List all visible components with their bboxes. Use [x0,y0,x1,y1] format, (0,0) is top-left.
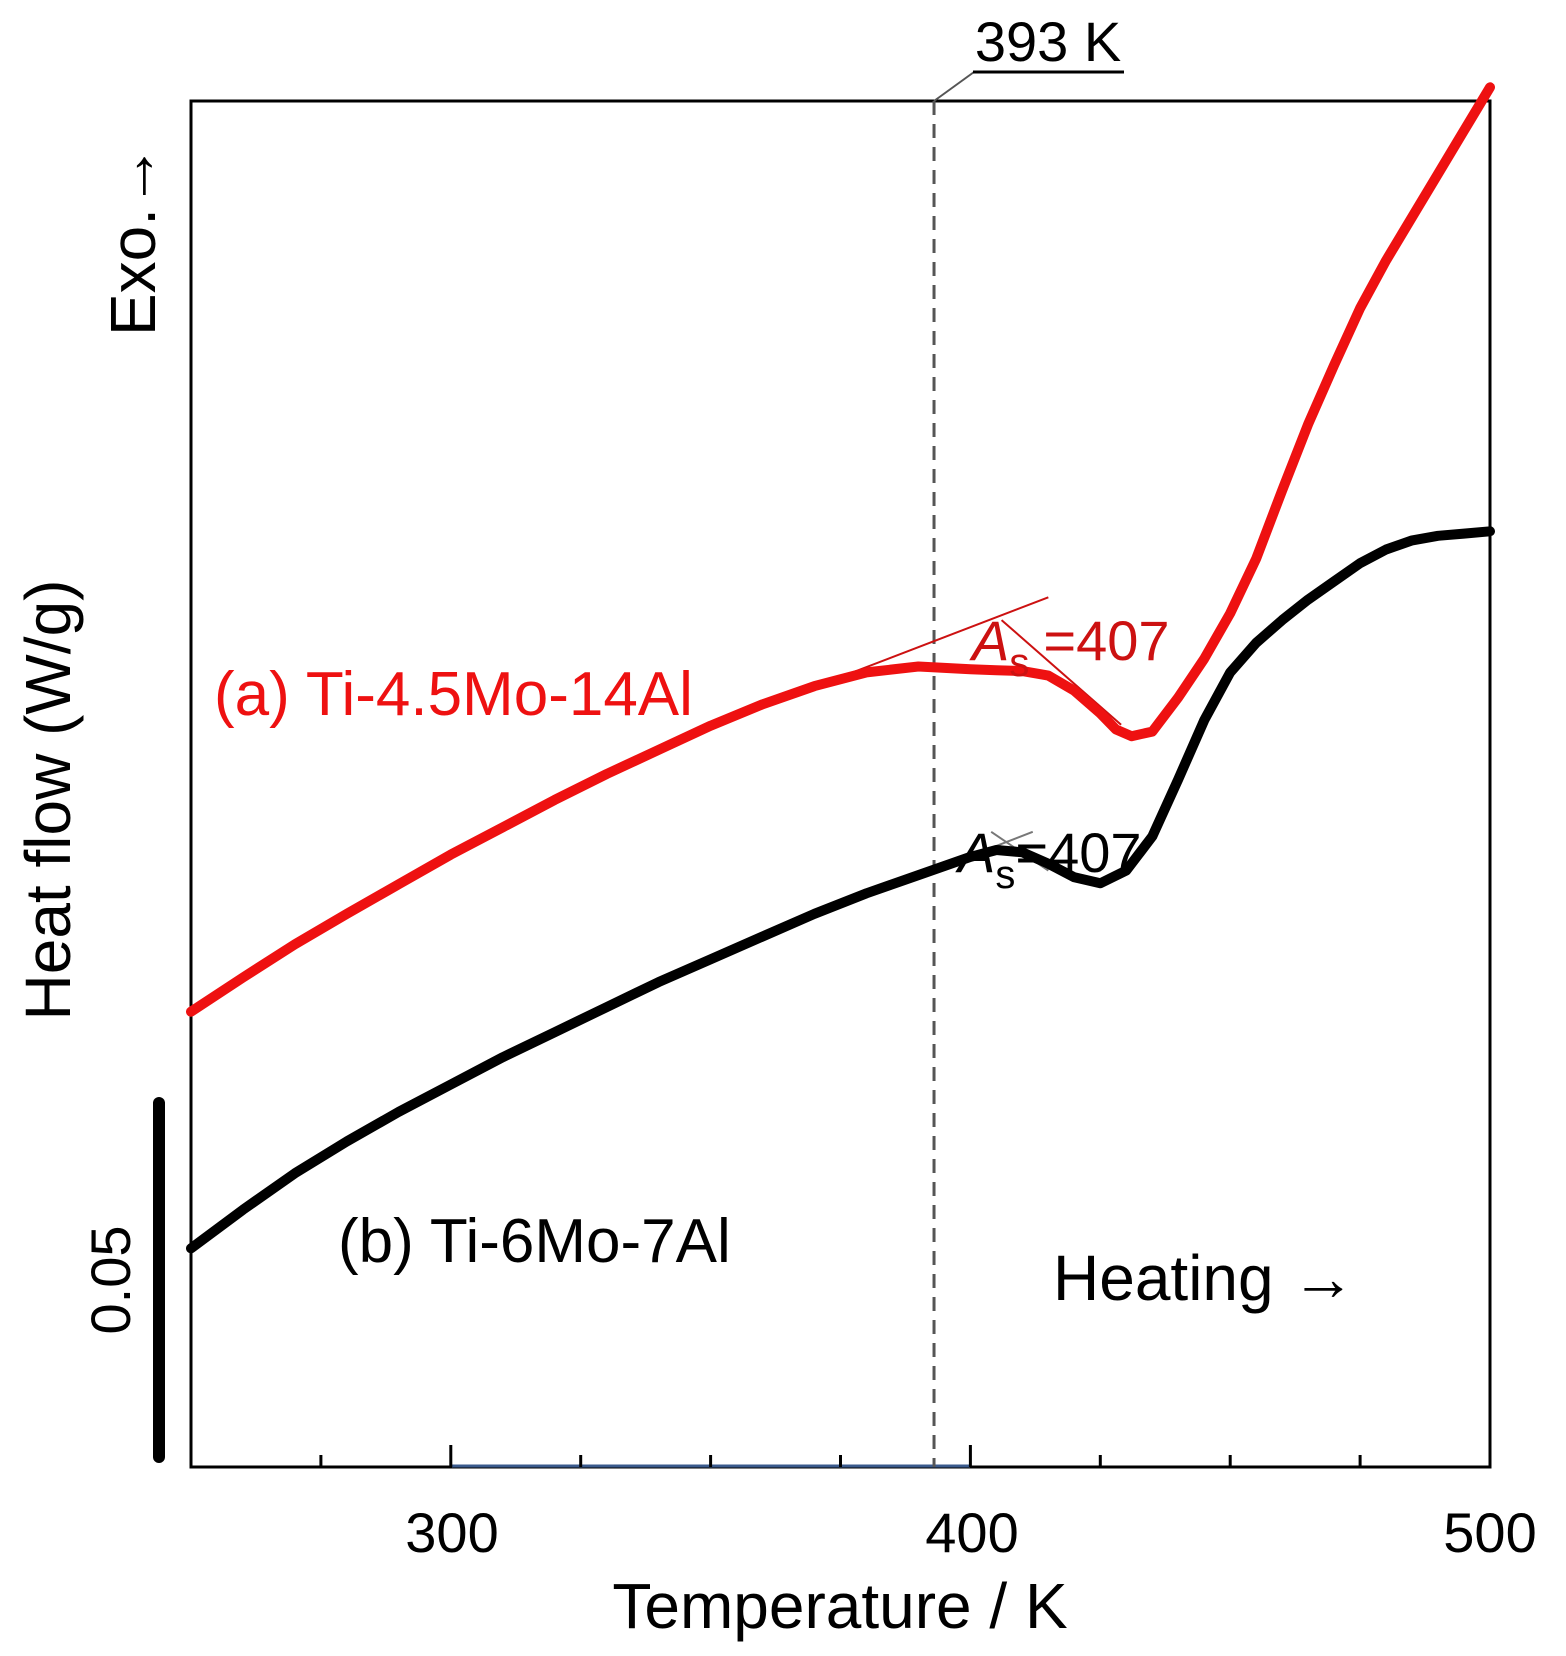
series-a-onset-subscript: s [1009,641,1029,685]
series-a-onset-annotation: As =407 [969,609,1170,685]
series-b-line [186,526,1495,1254]
series-a-legend: (a) Ti-4.5Mo-14Al [214,660,693,729]
series-a-onset-tangent-2 [1000,619,1122,726]
series-b-legend: (b) Ti-6Mo-7Al [338,1207,731,1276]
x-tick-label-400: 400 [925,1501,1018,1564]
heating-direction-label: Heating → [1053,1242,1355,1314]
y-scale-bar-label: 0.05 [79,1226,142,1335]
x-ticks [319,1445,1362,1467]
series-b-onset-symbol: A [955,821,995,884]
y-axis-title: Heat flow (W/g) [12,580,84,1021]
series-a-onset-symbol: A [969,609,1009,672]
series-a-line [186,82,1495,1017]
series-b-onset-subscript: s [995,853,1015,897]
x-tick-label-300: 300 [405,1501,498,1564]
series-b-onset-annotation: As=407 [955,821,1142,897]
x-axis-title: Temperature / K [612,1570,1067,1642]
x-tick-label-500: 500 [1443,1501,1536,1564]
reference-line-leader [933,71,975,102]
reference-line-label: 393 K [975,10,1121,73]
series-a-onset-tangent-1 [840,596,1049,678]
series-a-onset-value: =407 [1043,609,1169,672]
series-b-onset-value: =407 [1015,821,1141,884]
exo-direction-label: Exo.→ [97,144,169,336]
